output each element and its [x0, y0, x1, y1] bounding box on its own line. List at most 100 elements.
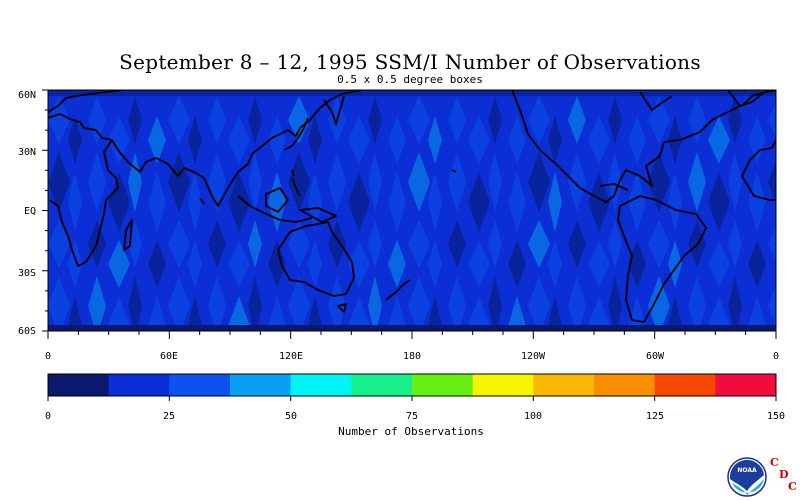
swath-cell: [248, 96, 262, 144]
swath-cell: [268, 296, 286, 331]
swath-cell: [728, 152, 742, 212]
swath-cell: [168, 152, 190, 212]
swath-cell: [68, 116, 82, 164]
taiwan: [291, 169, 295, 177]
swath-cell: [548, 296, 562, 331]
swath-cell: [628, 240, 646, 288]
swath-cell: [748, 116, 766, 164]
swath-cell: [188, 172, 202, 232]
madagascar: [123, 219, 133, 251]
lat-label-30n: 30N: [18, 147, 36, 158]
philippines: [291, 177, 301, 197]
swath-cell: [448, 220, 466, 268]
swath-cell: [468, 240, 490, 288]
swath-cell: [768, 226, 776, 262]
swath-cell: [768, 284, 776, 328]
colorbar: [47, 373, 777, 401]
noaa-cdc-logo: NOAA C D C: [727, 456, 797, 497]
swath-cell: [548, 240, 562, 288]
swath-cell: [148, 116, 166, 164]
swath-cell: [68, 172, 82, 232]
colorbar-label-125: 125: [646, 411, 664, 422]
swath-cell: [348, 296, 370, 331]
swath-cell: [168, 276, 190, 331]
indonesia-coast: [237, 195, 313, 223]
colorbar-labels: 0 25 50 75 100 125 150: [45, 411, 785, 422]
swath-cell: [168, 220, 190, 268]
swath-cell: [8, 152, 22, 212]
swath-cell: [728, 220, 742, 268]
swath-cell: [788, 172, 800, 232]
noaa-logo-text: NOAA: [737, 467, 757, 474]
swath-cell: [348, 116, 370, 164]
swath-cell: [288, 220, 310, 268]
japan: [283, 117, 309, 151]
swath-cell: [248, 276, 262, 331]
swath-cell: [588, 116, 610, 164]
swath-cell: [368, 276, 382, 331]
swath-cell: [688, 276, 706, 331]
swath-cell: [768, 160, 776, 204]
swath-cell: [508, 296, 526, 331]
hudson-bay: [639, 91, 673, 111]
swath-cell: [308, 296, 322, 331]
hawaii: [451, 169, 457, 173]
swath-cell: [388, 172, 406, 232]
new-guinea: [299, 207, 337, 223]
swath-cell: [328, 276, 346, 331]
colorbar-label-150: 150: [767, 411, 785, 422]
colorbar-swatch-5: [351, 374, 413, 396]
swath-cell: [508, 240, 526, 288]
swath-cell: [588, 296, 610, 331]
swath-cell: [348, 172, 370, 232]
colorbar-label-100: 100: [524, 411, 542, 422]
swath-cell: [308, 240, 322, 288]
swath-cell: [108, 172, 130, 232]
swath-cell: [268, 240, 286, 288]
swath-cell: [28, 240, 46, 288]
swath-cell: [788, 240, 800, 288]
swath-cell: [228, 116, 250, 164]
swath-cell: [688, 96, 706, 144]
cdc-letter-c1: C: [770, 456, 779, 469]
swath-cell: [48, 152, 70, 212]
swath-cell: [568, 220, 586, 268]
noaa-logo-icon: NOAA: [727, 457, 767, 497]
swath-cell: [748, 172, 766, 232]
lon-labels: 0 60E 120E 180 120W 60W 0: [45, 351, 779, 362]
swath-cell: [528, 152, 550, 212]
cdc-letters: C D C: [770, 456, 797, 493]
swath-cell: [708, 172, 730, 232]
swath-cell: [708, 116, 730, 164]
swath-cell: [68, 240, 82, 288]
lat-label-30s: 30S: [18, 268, 36, 279]
colorbar-label-25: 25: [163, 411, 175, 422]
colorbar-swatch-1: [108, 374, 170, 396]
lon-label-120e: 120E: [279, 351, 303, 362]
swath-cell: [468, 116, 490, 164]
colorbar-swatch-8: [533, 374, 595, 396]
swath-cell: [468, 296, 490, 331]
south-band: [48, 325, 776, 331]
swath-cell: [548, 116, 562, 164]
swath-cell: [188, 296, 202, 331]
swath-cell: [768, 102, 776, 138]
swath-cell: [708, 296, 730, 331]
swath-cell: [728, 276, 742, 331]
swath-cell: [408, 152, 430, 212]
west-africa-south: [741, 175, 776, 201]
swath-cell: [648, 220, 670, 268]
swath-cell: [508, 172, 526, 232]
new-zealand: [385, 279, 411, 301]
swath-cell: [488, 276, 502, 331]
colorbar-swatch-2: [169, 374, 231, 396]
colorbar-swatch-7: [472, 374, 534, 396]
swath-cell: [268, 116, 286, 164]
colorbar-title: Number of Observations: [338, 425, 484, 438]
swath-cell: [588, 240, 610, 288]
swath-cell: [488, 152, 502, 212]
swath-cell: [48, 276, 70, 331]
swath-cell: [668, 172, 682, 232]
swath-cell: [8, 96, 22, 144]
swath-cell: [208, 276, 226, 331]
